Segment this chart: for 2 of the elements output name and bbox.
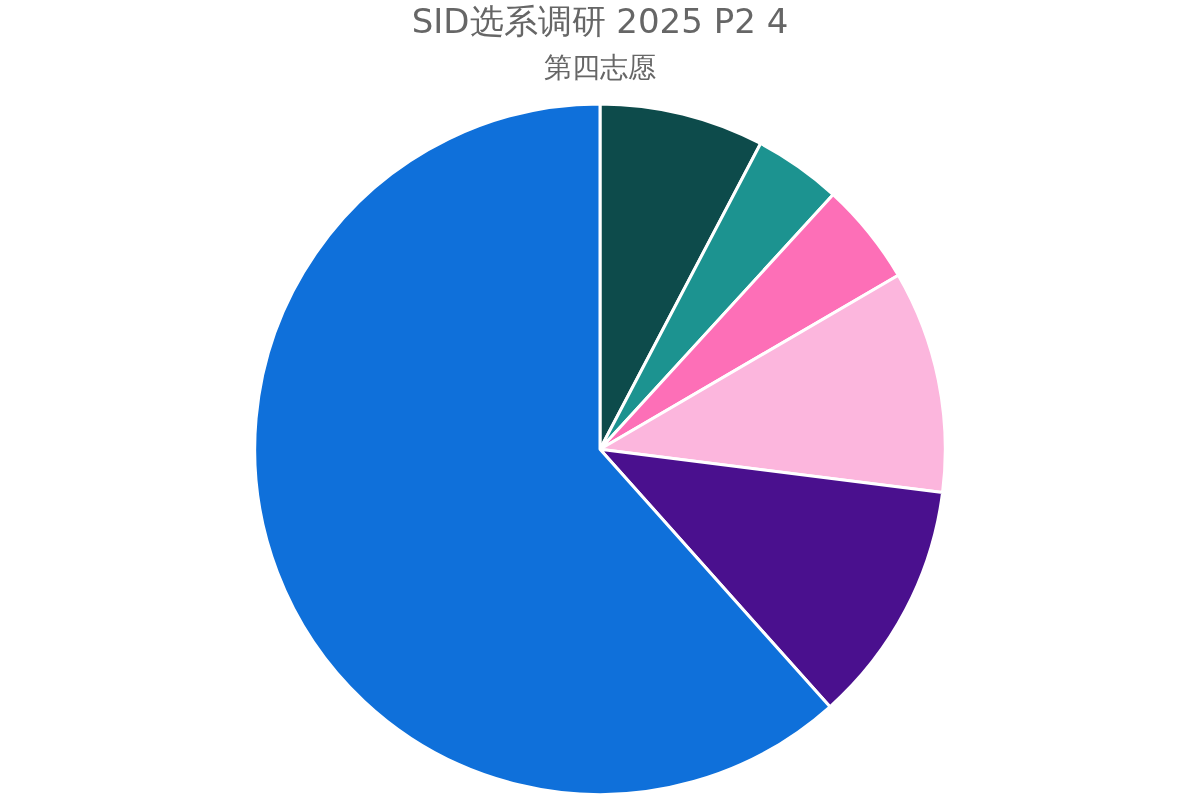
chart-subtitle: 第四志愿 xyxy=(544,50,656,84)
chart-title: SID选系调研 2025 P2 4 xyxy=(411,1,789,42)
